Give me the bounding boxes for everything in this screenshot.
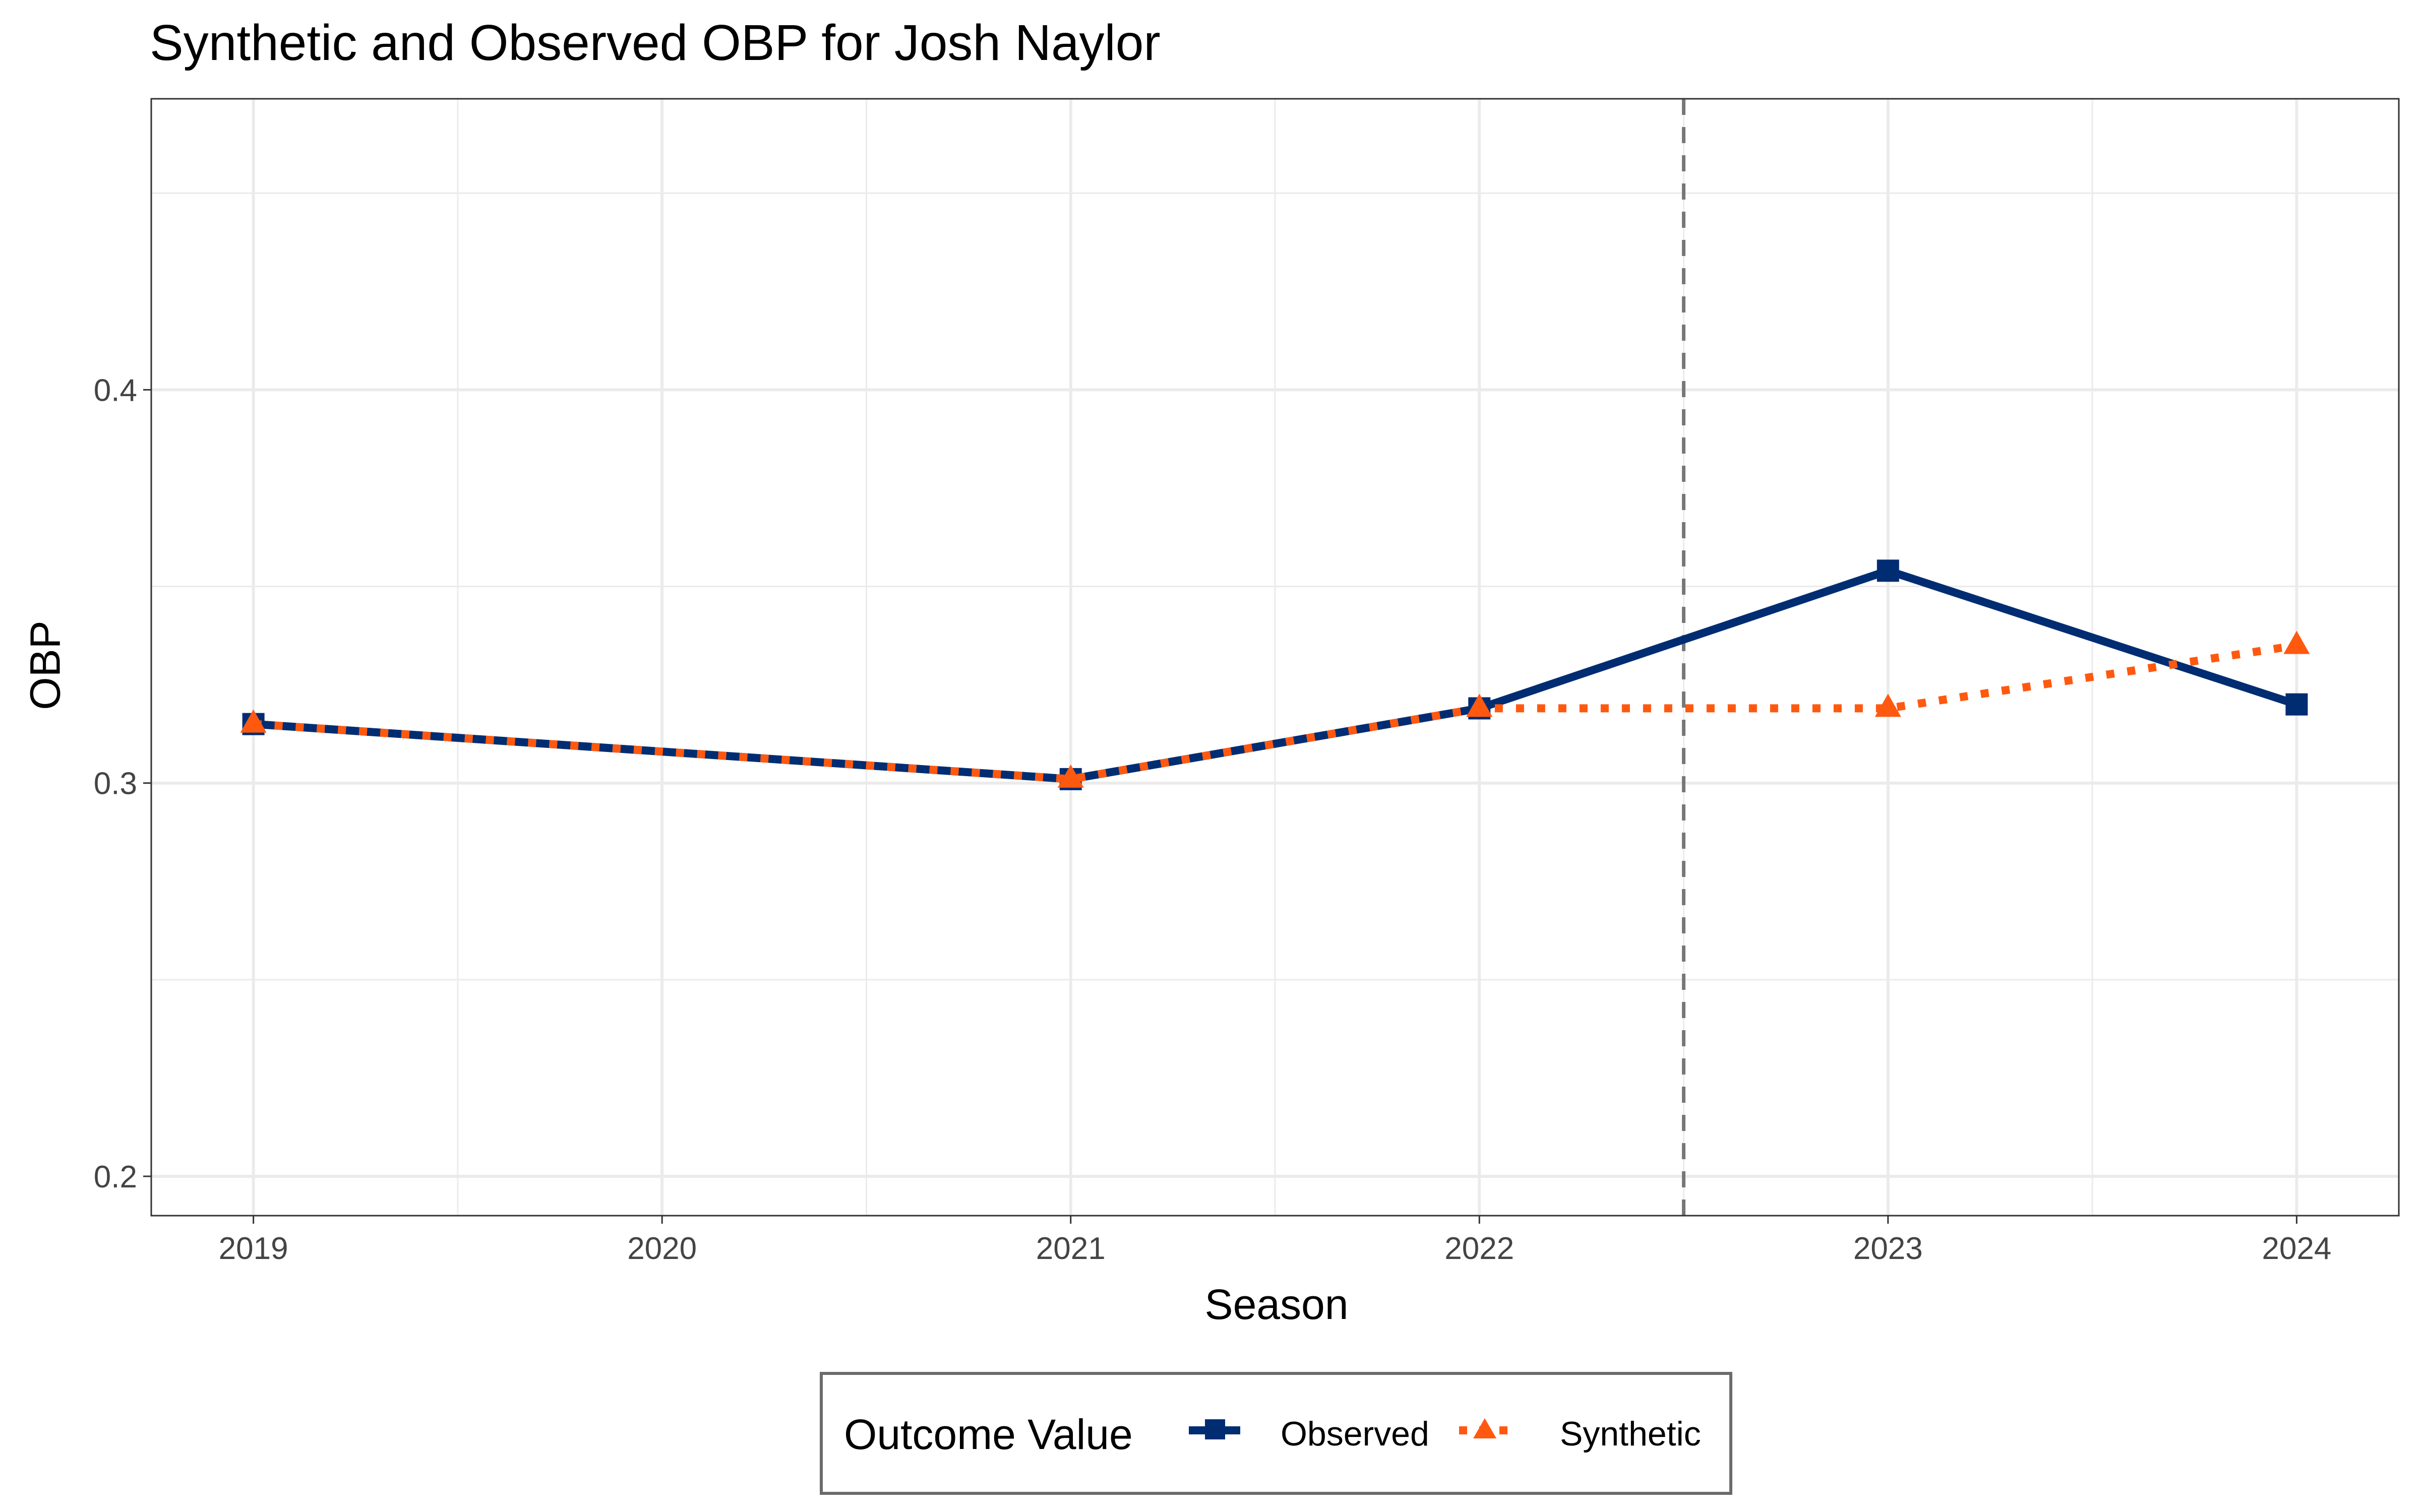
- synthetic-point: [1874, 694, 1901, 717]
- synthetic-point: [1466, 694, 1493, 717]
- legend: Outcome Value Observed Synthetic: [820, 1372, 1732, 1495]
- observed-point: [1877, 559, 1899, 582]
- x-tick-label: 2021: [1036, 1231, 1106, 1266]
- legend-title: Outcome Value: [844, 1411, 1133, 1458]
- y-axis-label: OBP: [21, 620, 69, 710]
- plot-panel-border: [150, 98, 2400, 1217]
- legend-label-observed: Observed: [1281, 1415, 1429, 1453]
- x-axis-label: Season: [1204, 1281, 1349, 1328]
- y-tick-label: 0.4: [94, 373, 137, 408]
- axes-layer: 0.2 0.3 0.4 2019 2020 2021 2022 2023 2024: [94, 373, 2332, 1266]
- synthetic-point: [2283, 631, 2310, 654]
- observed-point: [2285, 693, 2308, 716]
- synthetic-point: [1057, 764, 1084, 788]
- series-layer: [240, 559, 2310, 790]
- x-tick-label: 2024: [2262, 1231, 2331, 1266]
- legend-label-synthetic: Synthetic: [1560, 1415, 1701, 1453]
- y-tick-label: 0.2: [94, 1160, 137, 1194]
- chart-title: Synthetic and Observed OBP for Josh Nayl…: [150, 15, 1161, 71]
- grid-lines: [151, 99, 2399, 1216]
- synthetic-point: [240, 709, 267, 733]
- y-tick-label: 0.3: [94, 767, 137, 801]
- x-tick-label: 2022: [1444, 1231, 1514, 1266]
- x-tick-label: 2023: [1853, 1231, 1923, 1266]
- x-tick-label: 2020: [627, 1231, 697, 1266]
- x-tick-label: 2019: [219, 1231, 288, 1266]
- legend-key-synthetic: [1459, 1418, 1510, 1438]
- legend-key-observed: [1189, 1419, 1240, 1439]
